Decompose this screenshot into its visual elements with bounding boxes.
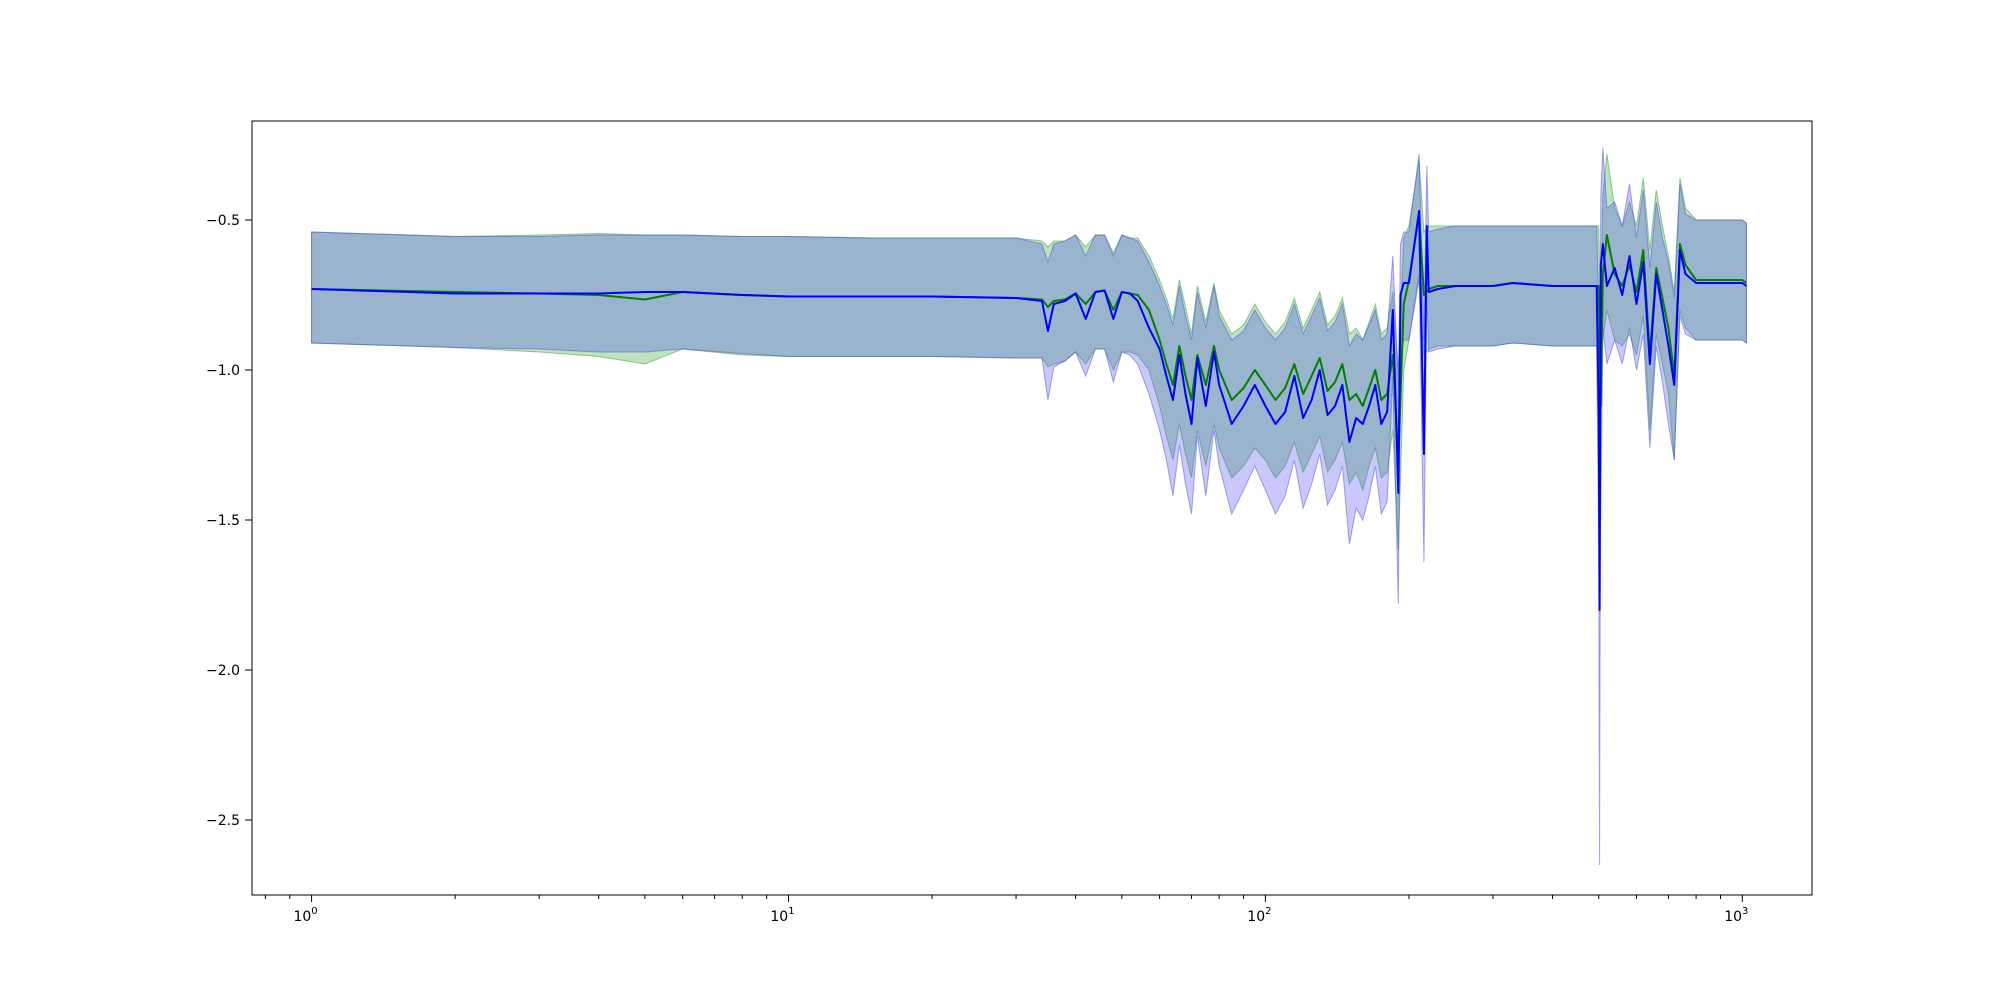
series-lines (311, 210, 1748, 611)
y-tick-label: −0.5 (206, 213, 240, 229)
y-tick-label: −1.5 (206, 513, 240, 529)
x-tick-label-base: 10 (770, 909, 788, 925)
y-tick-label: −1.0 (206, 363, 240, 379)
series-2-band (311, 147, 1747, 866)
y-tick-label: −2.0 (206, 663, 240, 679)
y-tick-label: −2.5 (206, 813, 240, 829)
x-tick-label-base: 10 (1724, 909, 1742, 925)
x-axis: 100 101 102 103 (264, 895, 1748, 925)
x-tick-label: 100 (293, 906, 317, 925)
x-tick-label: 102 (1247, 906, 1271, 925)
confidence-bands (311, 147, 1747, 866)
plot-frame (251, 120, 1813, 896)
series-2-line (311, 210, 1748, 611)
y-axis: −0.5 −1.0 −1.5 −2.0 −2.5 (206, 213, 252, 829)
x-tick-label-base: 10 (1247, 909, 1265, 925)
x-tick-label-exponent: 0 (311, 906, 317, 917)
x-tick-label: 103 (1724, 906, 1748, 925)
x-tick-label-exponent: 1 (788, 906, 794, 917)
x-tick-label-base: 10 (293, 909, 311, 925)
x-tick-label-exponent: 2 (1265, 906, 1271, 917)
x-tick-label-exponent: 3 (1742, 906, 1748, 917)
x-tick-label: 101 (770, 906, 794, 925)
